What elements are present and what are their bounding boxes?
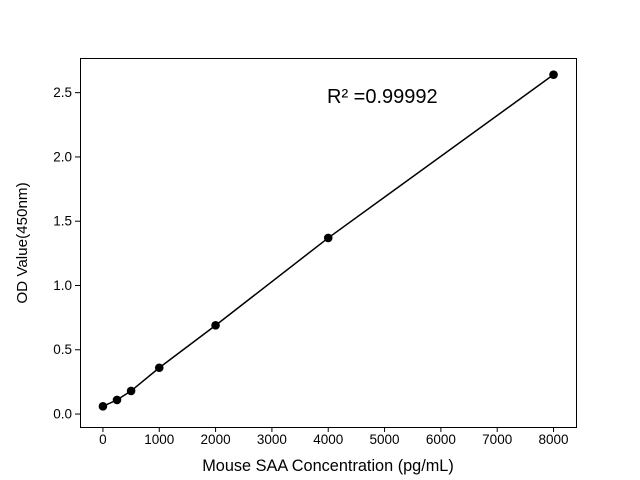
- svg-text:2000: 2000: [201, 432, 231, 447]
- svg-text:1000: 1000: [144, 432, 174, 447]
- svg-text:3000: 3000: [257, 432, 287, 447]
- svg-text:2.5: 2.5: [53, 85, 72, 100]
- svg-text:1.5: 1.5: [53, 214, 72, 229]
- svg-text:0.5: 0.5: [53, 342, 72, 357]
- svg-text:7000: 7000: [482, 432, 512, 447]
- svg-text:8000: 8000: [539, 432, 569, 447]
- svg-text:Mouse SAA Concentration (pg/mL: Mouse SAA Concentration (pg/mL): [202, 457, 454, 475]
- svg-text:6000: 6000: [426, 432, 456, 447]
- svg-text:1.0: 1.0: [53, 278, 72, 293]
- svg-text:4000: 4000: [313, 432, 343, 447]
- svg-text:OD Value(450nm): OD Value(450nm): [14, 182, 31, 303]
- svg-text:0: 0: [99, 432, 107, 447]
- svg-text:0.0: 0.0: [53, 406, 72, 421]
- svg-text:5000: 5000: [370, 432, 400, 447]
- svg-text:R² =0.99992: R² =0.99992: [327, 86, 438, 108]
- svg-text:2.0: 2.0: [53, 149, 72, 164]
